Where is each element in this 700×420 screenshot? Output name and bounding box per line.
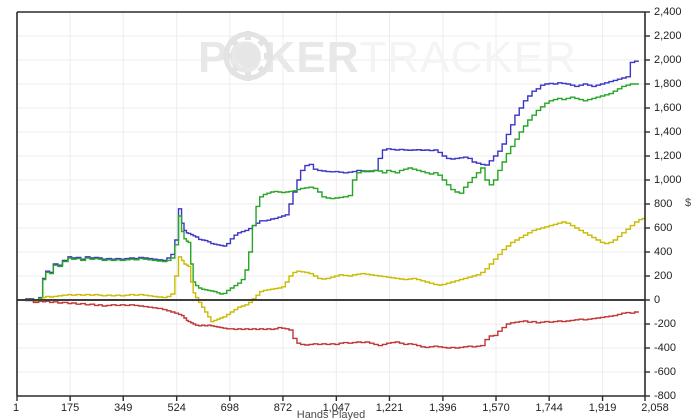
y-tick-label: 400: [654, 246, 672, 258]
y-tick-label: 2,000: [654, 54, 682, 66]
y-tick-label: 1,600: [654, 102, 682, 114]
y-tick-label: -400: [654, 342, 676, 354]
series-lines: [17, 60, 645, 349]
poker-chip-icon: [223, 31, 273, 81]
y-tick-label: 2,200: [654, 30, 682, 42]
y-axis-title: $: [685, 197, 691, 209]
x-tick-label: 1,047: [323, 402, 351, 414]
watermark-poker-text: POKER: [198, 33, 359, 82]
x-tick-label: 1,919: [589, 402, 617, 414]
y-tick-label: 2,400: [654, 6, 682, 18]
x-tick-label: 1,744: [535, 402, 563, 414]
x-tick-label: 524: [167, 402, 185, 414]
x-tick-label: 1: [13, 402, 19, 414]
x-tick-label: 1,221: [376, 402, 404, 414]
x-tick-label: 698: [221, 402, 239, 414]
x-tick-label: 349: [114, 402, 132, 414]
series-line: [17, 299, 639, 349]
y-tick-label: 800: [654, 198, 672, 210]
x-axis-title: Hands Played: [297, 409, 366, 420]
y-tick-label: 1,800: [654, 78, 682, 90]
y-tick-label: 1,400: [654, 126, 682, 138]
x-tick-label: 1,396: [429, 402, 457, 414]
x-axis-ticks: 1 175 349 524 698 872 1,047 1,221 1,396 1,570 1,74…: [13, 396, 669, 414]
watermark: POKER TRACKER: [198, 31, 576, 82]
y-tick-label: -200: [654, 318, 676, 330]
y-tick-label: 200: [654, 270, 672, 282]
y-tick-label: 0: [654, 294, 660, 306]
series-line: [17, 83, 639, 303]
x-tick-label: 872: [274, 402, 292, 414]
y-tick-label: 1,200: [654, 150, 682, 162]
y-tick-label: -600: [654, 366, 676, 378]
x-tick-label: 2,058: [641, 402, 669, 414]
y-tick-label: 1,000: [654, 174, 682, 186]
watermark-tracker-text: TRACKER: [359, 33, 576, 82]
y-axis-ticks: 2,400 2,200 2,000 1,800 1,600 1,400 1,200 1,000…: [645, 6, 682, 402]
y-tick-label: -800: [654, 390, 676, 402]
y-tick-label: 600: [654, 222, 672, 234]
series-line: [17, 217, 645, 323]
x-tick-label: 1,570: [482, 402, 510, 414]
x-tick-label: 175: [61, 402, 79, 414]
